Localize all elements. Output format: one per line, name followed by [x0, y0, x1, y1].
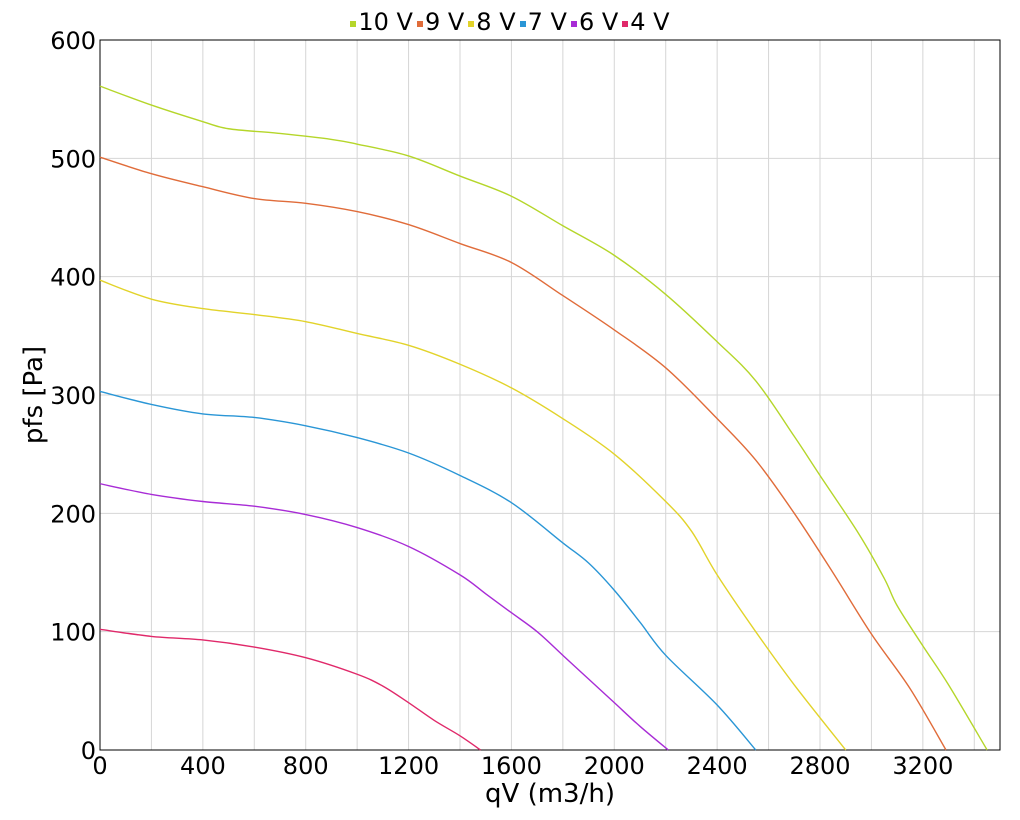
x-tick-label: 2400 — [687, 752, 748, 780]
x-tick-label: 2000 — [584, 752, 645, 780]
y-tick-label: 600 — [50, 27, 96, 55]
x-axis-ticks: 0 400 800 1200 1600 2000 2400 2800 3200 — [92, 752, 953, 780]
series-line-7v — [99, 390, 757, 751]
grid — [100, 40, 1000, 750]
legend-item[interactable]: 4 V — [622, 6, 670, 38]
series-line-6v — [99, 483, 669, 751]
legend-swatch — [350, 21, 357, 27]
series-line-9v — [99, 156, 947, 751]
legend-label: 9 V — [424, 8, 465, 36]
legend: 10 V 9 V 8 V 7 V 6 V 4 V — [0, 6, 1020, 38]
y-tick-label: 0 — [81, 737, 96, 765]
y-tick-label: 300 — [50, 382, 96, 410]
x-tick-label: 3200 — [892, 752, 953, 780]
legend-swatch — [468, 21, 475, 27]
legend-item[interactable]: 9 V — [416, 6, 465, 38]
legend-swatch — [519, 21, 526, 27]
x-tick-label: 1600 — [481, 752, 542, 780]
x-tick-label: 400 — [180, 752, 226, 780]
legend-item[interactable]: 7 V — [519, 6, 567, 38]
series-line-8v — [99, 279, 847, 751]
legend-label: 10 V — [358, 8, 413, 36]
y-tick-label: 200 — [50, 500, 96, 528]
x-axis-label: qV (m3/h) — [485, 779, 615, 809]
legend-label: 8 V — [476, 8, 516, 36]
x-tick-label: 2800 — [789, 752, 850, 780]
plot-frame — [99, 39, 1001, 751]
legend-label: 6 V — [578, 8, 619, 36]
legend-item[interactable]: 6 V — [570, 6, 619, 38]
series-line-4v — [99, 628, 481, 751]
y-axis-label: pfs [Pa] — [19, 346, 49, 444]
legend-item[interactable]: 8 V — [468, 6, 516, 38]
y-axis-ticks: 0 100 200 300 400 500 600 — [50, 27, 96, 765]
legend-label: 4 V — [630, 8, 670, 36]
legend-item[interactable]: 10 V — [350, 6, 413, 38]
y-tick-label: 100 — [50, 619, 96, 647]
legend-swatch — [416, 21, 423, 27]
x-tick-label: 1200 — [378, 752, 439, 780]
y-tick-label: 400 — [50, 264, 96, 292]
legend-swatch — [570, 21, 577, 27]
x-tick-label: 800 — [283, 752, 329, 780]
x-tick-label: 0 — [92, 752, 107, 780]
series-group — [99, 85, 988, 751]
legend-swatch — [622, 21, 629, 27]
y-tick-label: 500 — [50, 145, 96, 173]
legend-label: 7 V — [527, 8, 567, 36]
series-line-10v — [99, 85, 988, 751]
